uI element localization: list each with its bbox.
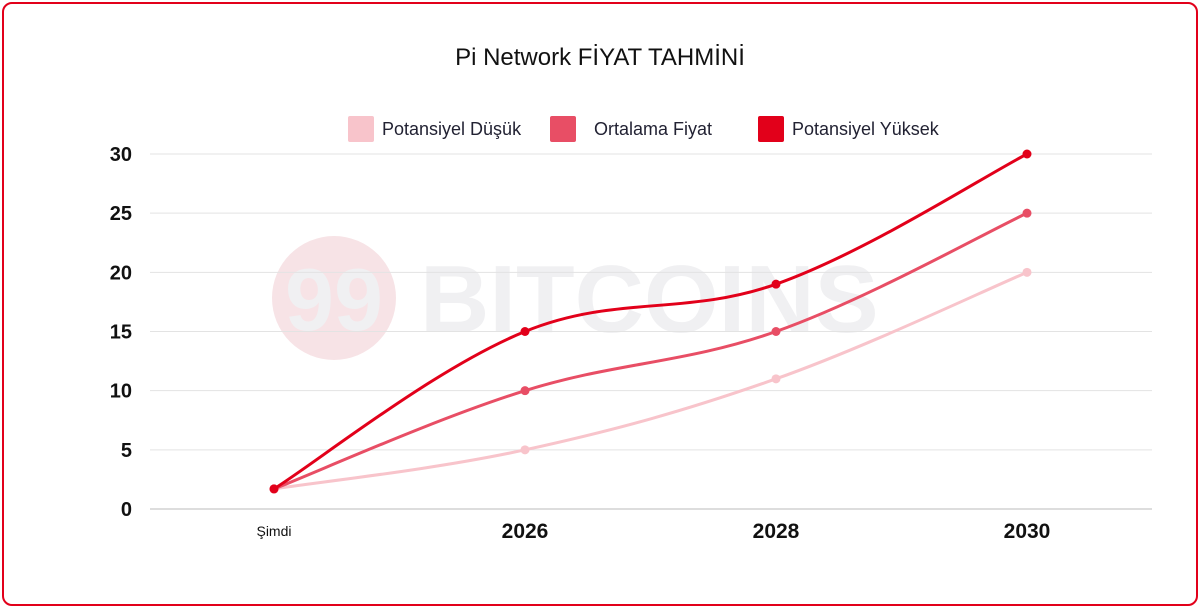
watermark-logo-icon (272, 236, 396, 360)
legend-label-high: Potansiyel Yüksek (792, 118, 939, 139)
data-point (771, 327, 781, 336)
y-tick-label: 15 (110, 322, 132, 344)
data-point (520, 327, 530, 336)
y-tick-label: 5 (121, 440, 132, 462)
x-axis: Şimdi 2026 2028 2030 (256, 520, 1050, 543)
y-tick-label: 10 (110, 381, 132, 403)
data-point (771, 374, 781, 384)
watermark-logo-text: 99 (285, 250, 383, 349)
x-tick-label: 2030 (1004, 520, 1051, 543)
legend-swatch-low (348, 116, 374, 142)
data-point (1022, 149, 1032, 159)
x-tick-label: 2028 (753, 520, 800, 543)
y-tick-label: 0 (121, 499, 132, 521)
data-point (520, 386, 530, 396)
data-point (1022, 208, 1032, 218)
x-tick-label: Şimdi (256, 523, 291, 539)
chart-title: Pi Network FİYAT TAHMİNİ (455, 44, 745, 71)
series-group (269, 149, 1032, 494)
series-line (272, 152, 1029, 491)
legend-swatch-avg (550, 116, 576, 142)
y-tick-label: 20 (110, 262, 132, 284)
legend-item-high: Potansiyel Yüksek (758, 115, 939, 143)
series-line (272, 270, 1029, 491)
y-axis: 0 5 10 15 20 25 30 (110, 144, 132, 521)
watermark: 99 BITCOINS (272, 236, 879, 360)
legend-label-avg: Ortalama Fiyat (594, 118, 713, 139)
legend-item-low: Potansiyel Düşük (348, 115, 521, 143)
legend-label-low: Potansiyel Düşük (382, 118, 522, 139)
chart-legend: Potansiyel Düşük Ortalama Fiyat Potansiy… (0, 115, 1200, 143)
data-point (1022, 267, 1032, 277)
series-line (272, 211, 1029, 491)
legend-swatch-high (758, 116, 784, 142)
x-tick-label: 2026 (502, 520, 549, 543)
legend-item-avg: Ortalama Fiyat (550, 115, 712, 143)
grid (150, 153, 1152, 510)
y-tick-label: 30 (110, 144, 132, 166)
data-point (269, 484, 279, 494)
data-point (771, 279, 781, 289)
data-point (520, 445, 530, 455)
watermark-brand-text: BITCOINS (420, 246, 879, 353)
y-tick-label: 25 (110, 203, 132, 225)
